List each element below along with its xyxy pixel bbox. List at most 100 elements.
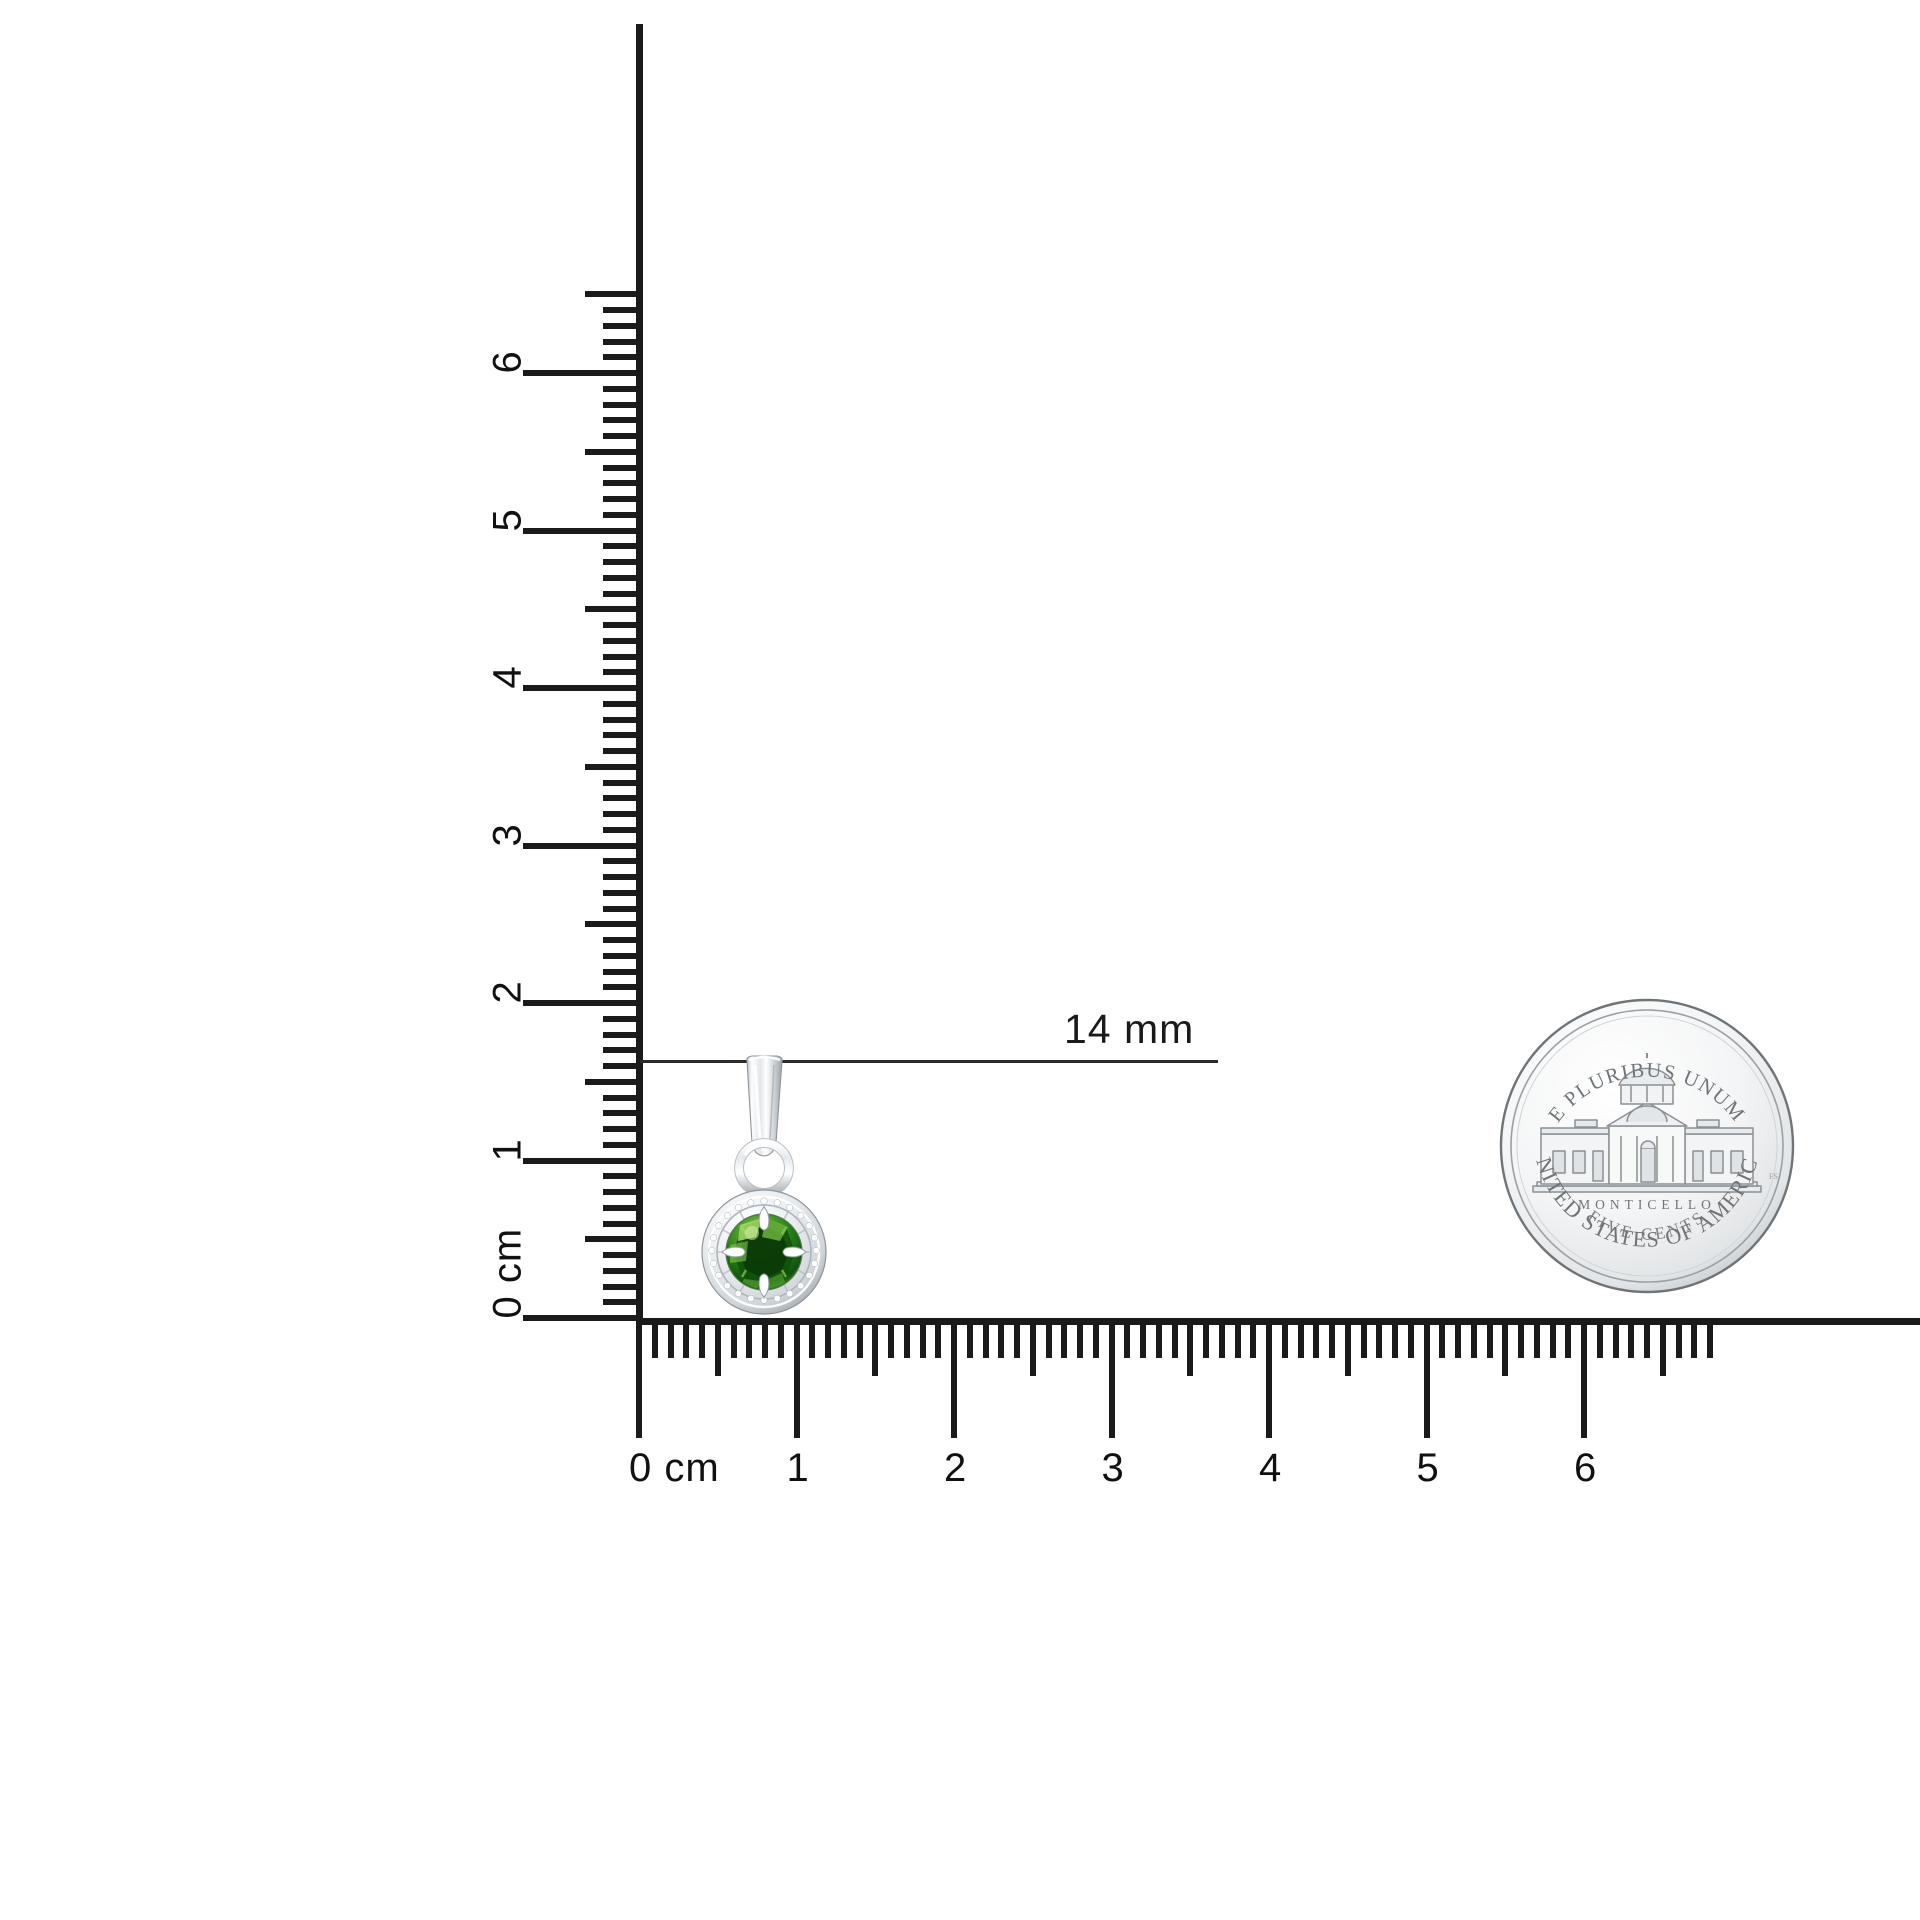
vertical-tick-major	[523, 527, 641, 534]
horizontal-tick-minor	[1376, 1320, 1383, 1358]
vertical-tick-minor	[603, 1031, 641, 1038]
vertical-tick-minor	[603, 968, 641, 975]
vertical-tick-minor	[603, 905, 641, 912]
width-dimension-line	[640, 1060, 1218, 1063]
prong-highlights	[728, 1211, 800, 1293]
horizontal-tick-minor	[1061, 1320, 1068, 1358]
vertical-tick-minor	[603, 338, 641, 345]
coin-building-label: MONTICELLO	[1578, 1197, 1716, 1212]
width-dimension-label: 14 mm	[1064, 1006, 1195, 1052]
horizontal-tick-minor	[1707, 1320, 1713, 1358]
horizontal-tick-major	[1108, 1320, 1115, 1438]
vertical-tick-minor	[603, 984, 641, 991]
vertical-tick-minor	[603, 637, 641, 644]
horizontal-ruler-label: 4	[1259, 1446, 1283, 1490]
vertical-tick-minor	[603, 574, 641, 581]
horizontal-tick-minor	[1297, 1320, 1304, 1358]
vertical-tick-minor	[603, 811, 641, 817]
horizontal-tick-minor	[982, 1320, 989, 1358]
vertical-tick-minor	[603, 1189, 641, 1195]
vertical-tick-major	[523, 842, 641, 849]
horizontal-tick-minor	[1155, 1320, 1162, 1358]
us-nickel: FS E PLURIBUS UNUM MONTICELLO FIVE CENTS…	[1497, 996, 1797, 1296]
horizontal-tick-minor	[1596, 1320, 1603, 1358]
vertical-tick-minor	[603, 433, 641, 439]
vertical-tick-minor	[603, 511, 641, 518]
horizontal-tick-minor	[1439, 1320, 1446, 1358]
horizontal-tick-half	[714, 1320, 721, 1376]
horizontal-tick-minor	[1313, 1320, 1320, 1358]
horizontal-ruler-label: 5	[1416, 1446, 1440, 1490]
vertical-tick-minor	[603, 496, 641, 502]
vertical-tick-major	[523, 1000, 641, 1006]
horizontal-tick-minor	[1234, 1320, 1241, 1358]
vertical-tick-minor	[603, 622, 641, 628]
vertical-tick-half	[585, 1236, 641, 1243]
milgrain-beads	[708, 1197, 820, 1304]
vertical-tick-minor	[603, 889, 641, 896]
horizontal-tick-minor	[825, 1320, 831, 1358]
vertical-tick-minor	[603, 1094, 641, 1101]
horizontal-tick-minor	[762, 1320, 768, 1358]
horizontal-tick-half	[1029, 1320, 1036, 1376]
horizontal-ruler-label: 6	[1574, 1446, 1598, 1490]
vertical-tick-minor	[603, 354, 641, 361]
horizontal-tick-minor	[667, 1320, 674, 1358]
horizontal-tick-minor	[683, 1320, 690, 1358]
horizontal-tick-minor	[1140, 1320, 1146, 1358]
round-gemstone	[725, 1213, 803, 1291]
horizontal-tick-minor	[1392, 1320, 1398, 1358]
horizontal-tick-major	[793, 1320, 800, 1438]
horizontal-ruler-label: 2	[944, 1446, 968, 1490]
horizontal-tick-minor	[1549, 1320, 1556, 1358]
horizontal-tick-minor	[1360, 1320, 1367, 1358]
vertical-tick-minor	[603, 1299, 641, 1306]
vertical-tick-half	[585, 448, 641, 455]
horizontal-tick-half	[1659, 1320, 1666, 1376]
horizontal-tick-major	[1266, 1320, 1272, 1438]
horizontal-tick-major	[1423, 1320, 1430, 1438]
vertical-tick-half	[585, 763, 641, 770]
horizontal-ruler-label: 3	[1101, 1446, 1125, 1490]
gemstone-pendant	[700, 1055, 830, 1320]
horizontal-ruler-axis	[636, 1318, 1920, 1325]
horizontal-tick-minor	[699, 1320, 705, 1358]
horizontal-tick-half	[1187, 1320, 1194, 1376]
horizontal-tick-minor	[1281, 1320, 1288, 1358]
horizontal-tick-half	[1502, 1320, 1509, 1376]
horizontal-tick-minor	[1644, 1320, 1650, 1358]
horizontal-tick-minor	[777, 1320, 784, 1358]
vertical-tick-minor	[603, 1283, 641, 1290]
vertical-tick-minor	[603, 417, 641, 424]
horizontal-tick-minor	[1250, 1320, 1257, 1358]
horizontal-tick-minor	[1124, 1320, 1131, 1358]
vertical-tick-minor	[603, 952, 641, 959]
vertical-tick-minor	[603, 464, 641, 471]
vertical-tick-minor	[603, 826, 641, 833]
horizontal-tick-minor	[1014, 1320, 1020, 1358]
horizontal-ruler-label: 1	[786, 1446, 810, 1490]
horizontal-tick-minor	[809, 1320, 816, 1358]
vertical-tick-minor	[603, 700, 641, 707]
horizontal-tick-minor	[1486, 1320, 1493, 1358]
vertical-tick-minor	[603, 1047, 641, 1054]
horizontal-tick-minor	[1691, 1320, 1698, 1358]
vertical-tick-half	[585, 1078, 641, 1085]
vertical-tick-major	[523, 1157, 641, 1164]
horizontal-tick-minor	[1518, 1320, 1524, 1358]
vertical-tick-minor	[603, 795, 641, 802]
vertical-tick-major	[523, 685, 641, 691]
vertical-tick-minor	[603, 653, 641, 660]
vertical-tick-half	[585, 291, 641, 298]
horizontal-tick-minor	[1171, 1320, 1178, 1358]
vertical-tick-minor	[603, 937, 641, 943]
gem-facets	[730, 1217, 795, 1289]
horizontal-tick-minor	[746, 1320, 753, 1358]
vertical-tick-minor	[603, 748, 641, 754]
vertical-tick-major	[523, 370, 641, 376]
horizontal-tick-minor	[1612, 1320, 1619, 1358]
vertical-tick-minor	[603, 480, 641, 487]
vertical-tick-major	[523, 1315, 641, 1321]
vertical-tick-minor	[603, 385, 641, 392]
horizontal-tick-minor	[730, 1320, 737, 1358]
